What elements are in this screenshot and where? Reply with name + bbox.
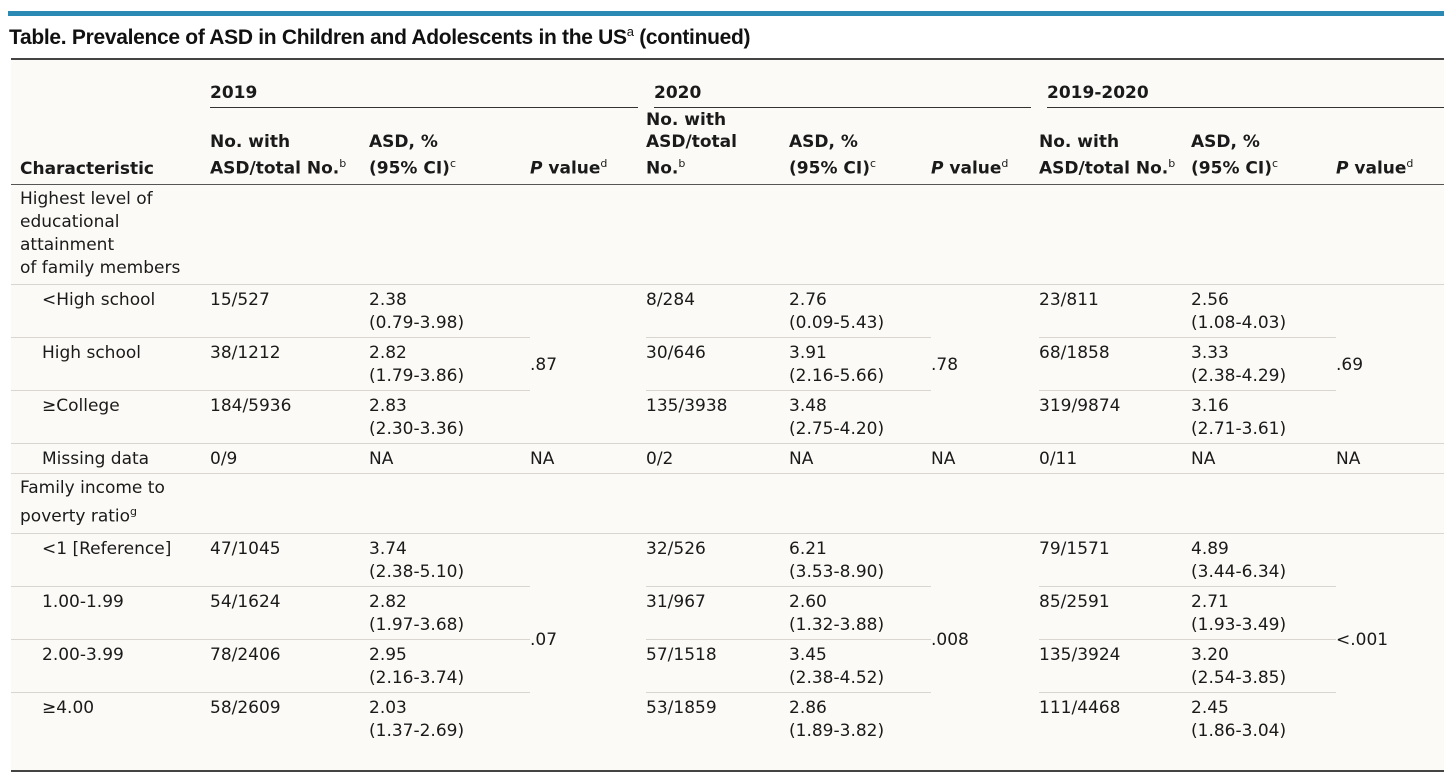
year-header-2019-2020: 2019-2020 (1031, 60, 1445, 108)
p-value-education-2019: .87 (530, 284, 647, 444)
title-accent-bar (8, 11, 1444, 16)
p-value-income-2019: .07 (530, 629, 558, 650)
table-row: ≥College 184/5936 2.83 (2.30-3.36) 135/39… (11, 390, 1444, 444)
table-row: 1.00-1.99 54/1624 2.82 (1.97-3.68) 31/967… (11, 586, 1444, 640)
p-value-income-all: <.001 (1336, 629, 1389, 650)
p-value-education-all: .69 (1336, 284, 1445, 444)
year-header-2020: 2020 (638, 60, 1040, 108)
p-value-income-2020: .008 (931, 629, 969, 650)
table-row: 2.00-3.99 78/2406 2.95 (2.16-3.74) 57/151… (11, 639, 1444, 693)
col-header-asd-all: ASD, % (95% CI)c (1191, 107, 1337, 185)
table-row: High school 38/1212 2.82 (1.79-3.86) 30/6… (11, 337, 1444, 391)
column-header-row: Characteristic No. with ASD/total No.b AS… (11, 107, 1445, 185)
section-education-label: Highest level of educational attainment of … (11, 184, 210, 285)
table-title-suffix: (continued) (633, 26, 751, 49)
prevalence-table: 2019 2020 2019-2020 Characteristic No. w… (11, 60, 1445, 745)
row-label: 1.00-1.99 (11, 586, 210, 640)
col-header-p-all: P valued (1336, 107, 1445, 185)
col-header-no-2019: No. with ASD/total No.b (210, 107, 369, 185)
row-label: ≥4.00 (42, 697, 95, 718)
section-education-header: Highest level of educational attainment of … (11, 184, 1445, 285)
table-title: Table. Prevalence of ASD in Children and… (9, 24, 751, 50)
prevalence-table-container: 2019 2020 2019-2020 Characteristic No. w… (11, 58, 1445, 772)
table-title-text: Table. Prevalence of ASD in Children and… (9, 26, 627, 49)
row-label: High school (11, 337, 210, 391)
col-header-p-2019: P valued (530, 107, 647, 185)
year-header-row: 2019 2020 2019-2020 (11, 60, 1445, 108)
table-row-missing: Missing data 0/9 NA NA 0/2 NA NA 0/11 NA… (11, 443, 1445, 474)
col-header-no-2020: No. with ASD/total No.b (646, 107, 790, 185)
row-label: Missing data (11, 443, 210, 474)
row-label: <High school (11, 284, 210, 338)
section-income-label: Family income to poverty ratiog (11, 473, 210, 534)
col-header-p-2020: P valued (931, 107, 1040, 185)
section-income-header: Family income to poverty ratiog (11, 473, 1445, 534)
table-row: ≥4.00 58/2609 2.03 (1.37-2.69) 53/1859 2.… (11, 692, 1444, 745)
row-label: ≥College (11, 390, 210, 444)
col-header-asd-2020: ASD, % (95% CI)c (789, 107, 932, 185)
table-title-footnote-mark: a (626, 24, 634, 39)
row-label: <1 [Reference] (11, 533, 210, 587)
table-row: <1 [Reference] 47/1045 3.74 (2.38-5.10) .… (11, 533, 1444, 650)
row-label: 2.00-3.99 (11, 639, 210, 693)
col-header-characteristic: Characteristic (11, 107, 210, 185)
table-row: <High school 15/527 2.38 (0.79-3.98) .87 … (11, 284, 1445, 444)
col-header-no-all: No. with ASD/total No.b (1039, 107, 1192, 185)
year-header-2019: 2019 (210, 60, 647, 108)
col-header-asd-2019: ASD, % (95% CI)c (369, 107, 530, 185)
p-value-education-2020: .78 (931, 284, 1040, 444)
